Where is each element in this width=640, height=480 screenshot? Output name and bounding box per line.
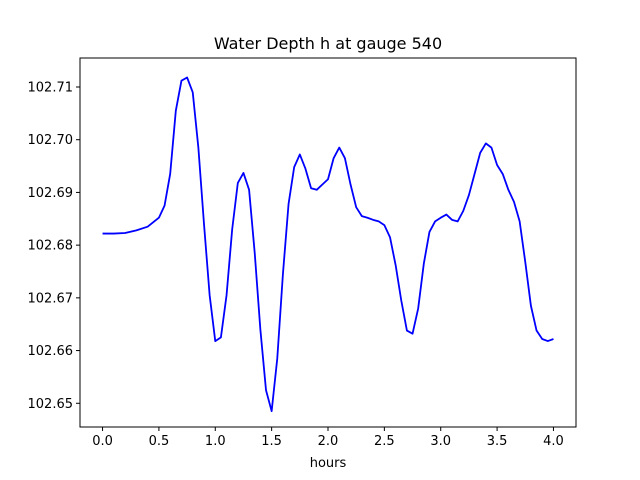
x-tick-label: 4.0 [543,434,564,449]
x-tick-label: 3.0 [430,434,451,449]
x-tick-label: 0.5 [149,434,170,449]
x-tick-label: 2.0 [318,434,339,449]
y-tick-label: 102.67 [28,291,74,306]
y-tick-label: 102.69 [28,186,74,201]
x-axis-label: hours [310,456,347,471]
plot-area [102,76,554,413]
series-line-0 [102,76,554,413]
x-tick-label: 0.0 [92,434,113,449]
y-tick-label: 102.70 [28,133,74,148]
x-tick-label: 1.0 [205,434,226,449]
x-tick-label: 2.5 [374,434,395,449]
x-tick-label: 3.5 [487,434,508,449]
x-axis: 0.0 0.5 1.0 1.5 2.0 2.5 3.0 3.5 4.0 [92,427,564,449]
chart-title: Water Depth h at gauge 540 [214,34,442,53]
y-tick-label: 102.66 [28,344,74,359]
y-axis: 102.65 102.66 102.67 102.68 102.69 102.70 102.… [28,80,80,412]
y-tick-label: 102.65 [28,397,74,412]
x-tick-label: 1.5 [261,434,282,449]
y-tick-label: 102.68 [28,239,74,254]
y-tick-label: 102.71 [28,80,74,95]
